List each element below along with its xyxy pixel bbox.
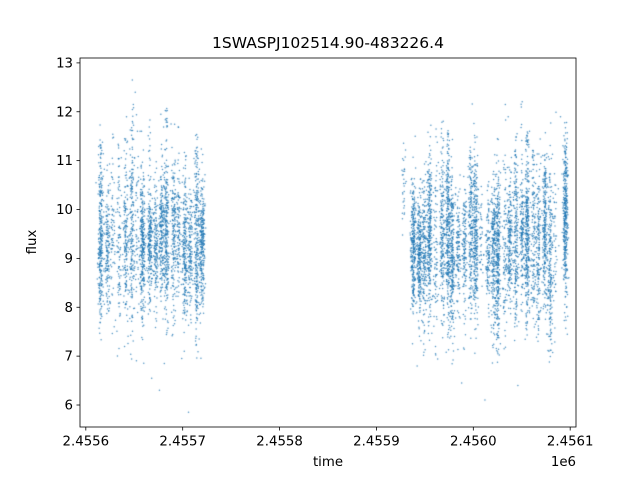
- y-tick-label: 12: [56, 105, 73, 120]
- x-tick-labels: 2.4556 2.4557 2.4558 2.4559 2.4560 2.4561: [63, 427, 594, 450]
- y-tick-label: 8: [65, 301, 73, 316]
- y-tick-label: 13: [56, 56, 73, 71]
- y-axis-label: flux: [25, 230, 40, 255]
- chart-title: 1SWASPJ102514.90-483226.4: [212, 34, 444, 52]
- x-tick-label: 2.4561: [547, 435, 594, 450]
- plot-frame: [79, 57, 577, 428]
- y-tick-label: 6: [65, 399, 73, 414]
- x-tick-label: 2.4558: [256, 435, 303, 450]
- y-tick-label: 7: [65, 350, 73, 365]
- x-tick-label: 2.4559: [353, 435, 400, 450]
- x-tick-label: 2.4557: [159, 435, 206, 450]
- y-tick-label: 9: [65, 252, 73, 267]
- y-tick-label: 11: [56, 154, 73, 169]
- x-tick-label: 2.4556: [63, 435, 110, 450]
- x-axis-label: time: [313, 455, 343, 470]
- x-axis-offset-label: 1e6: [551, 455, 576, 470]
- x-tick-label: 2.4560: [450, 435, 497, 450]
- y-tick-label: 10: [56, 203, 73, 218]
- y-tick-labels: 6 7 8 9 10 11 12 13: [56, 56, 80, 414]
